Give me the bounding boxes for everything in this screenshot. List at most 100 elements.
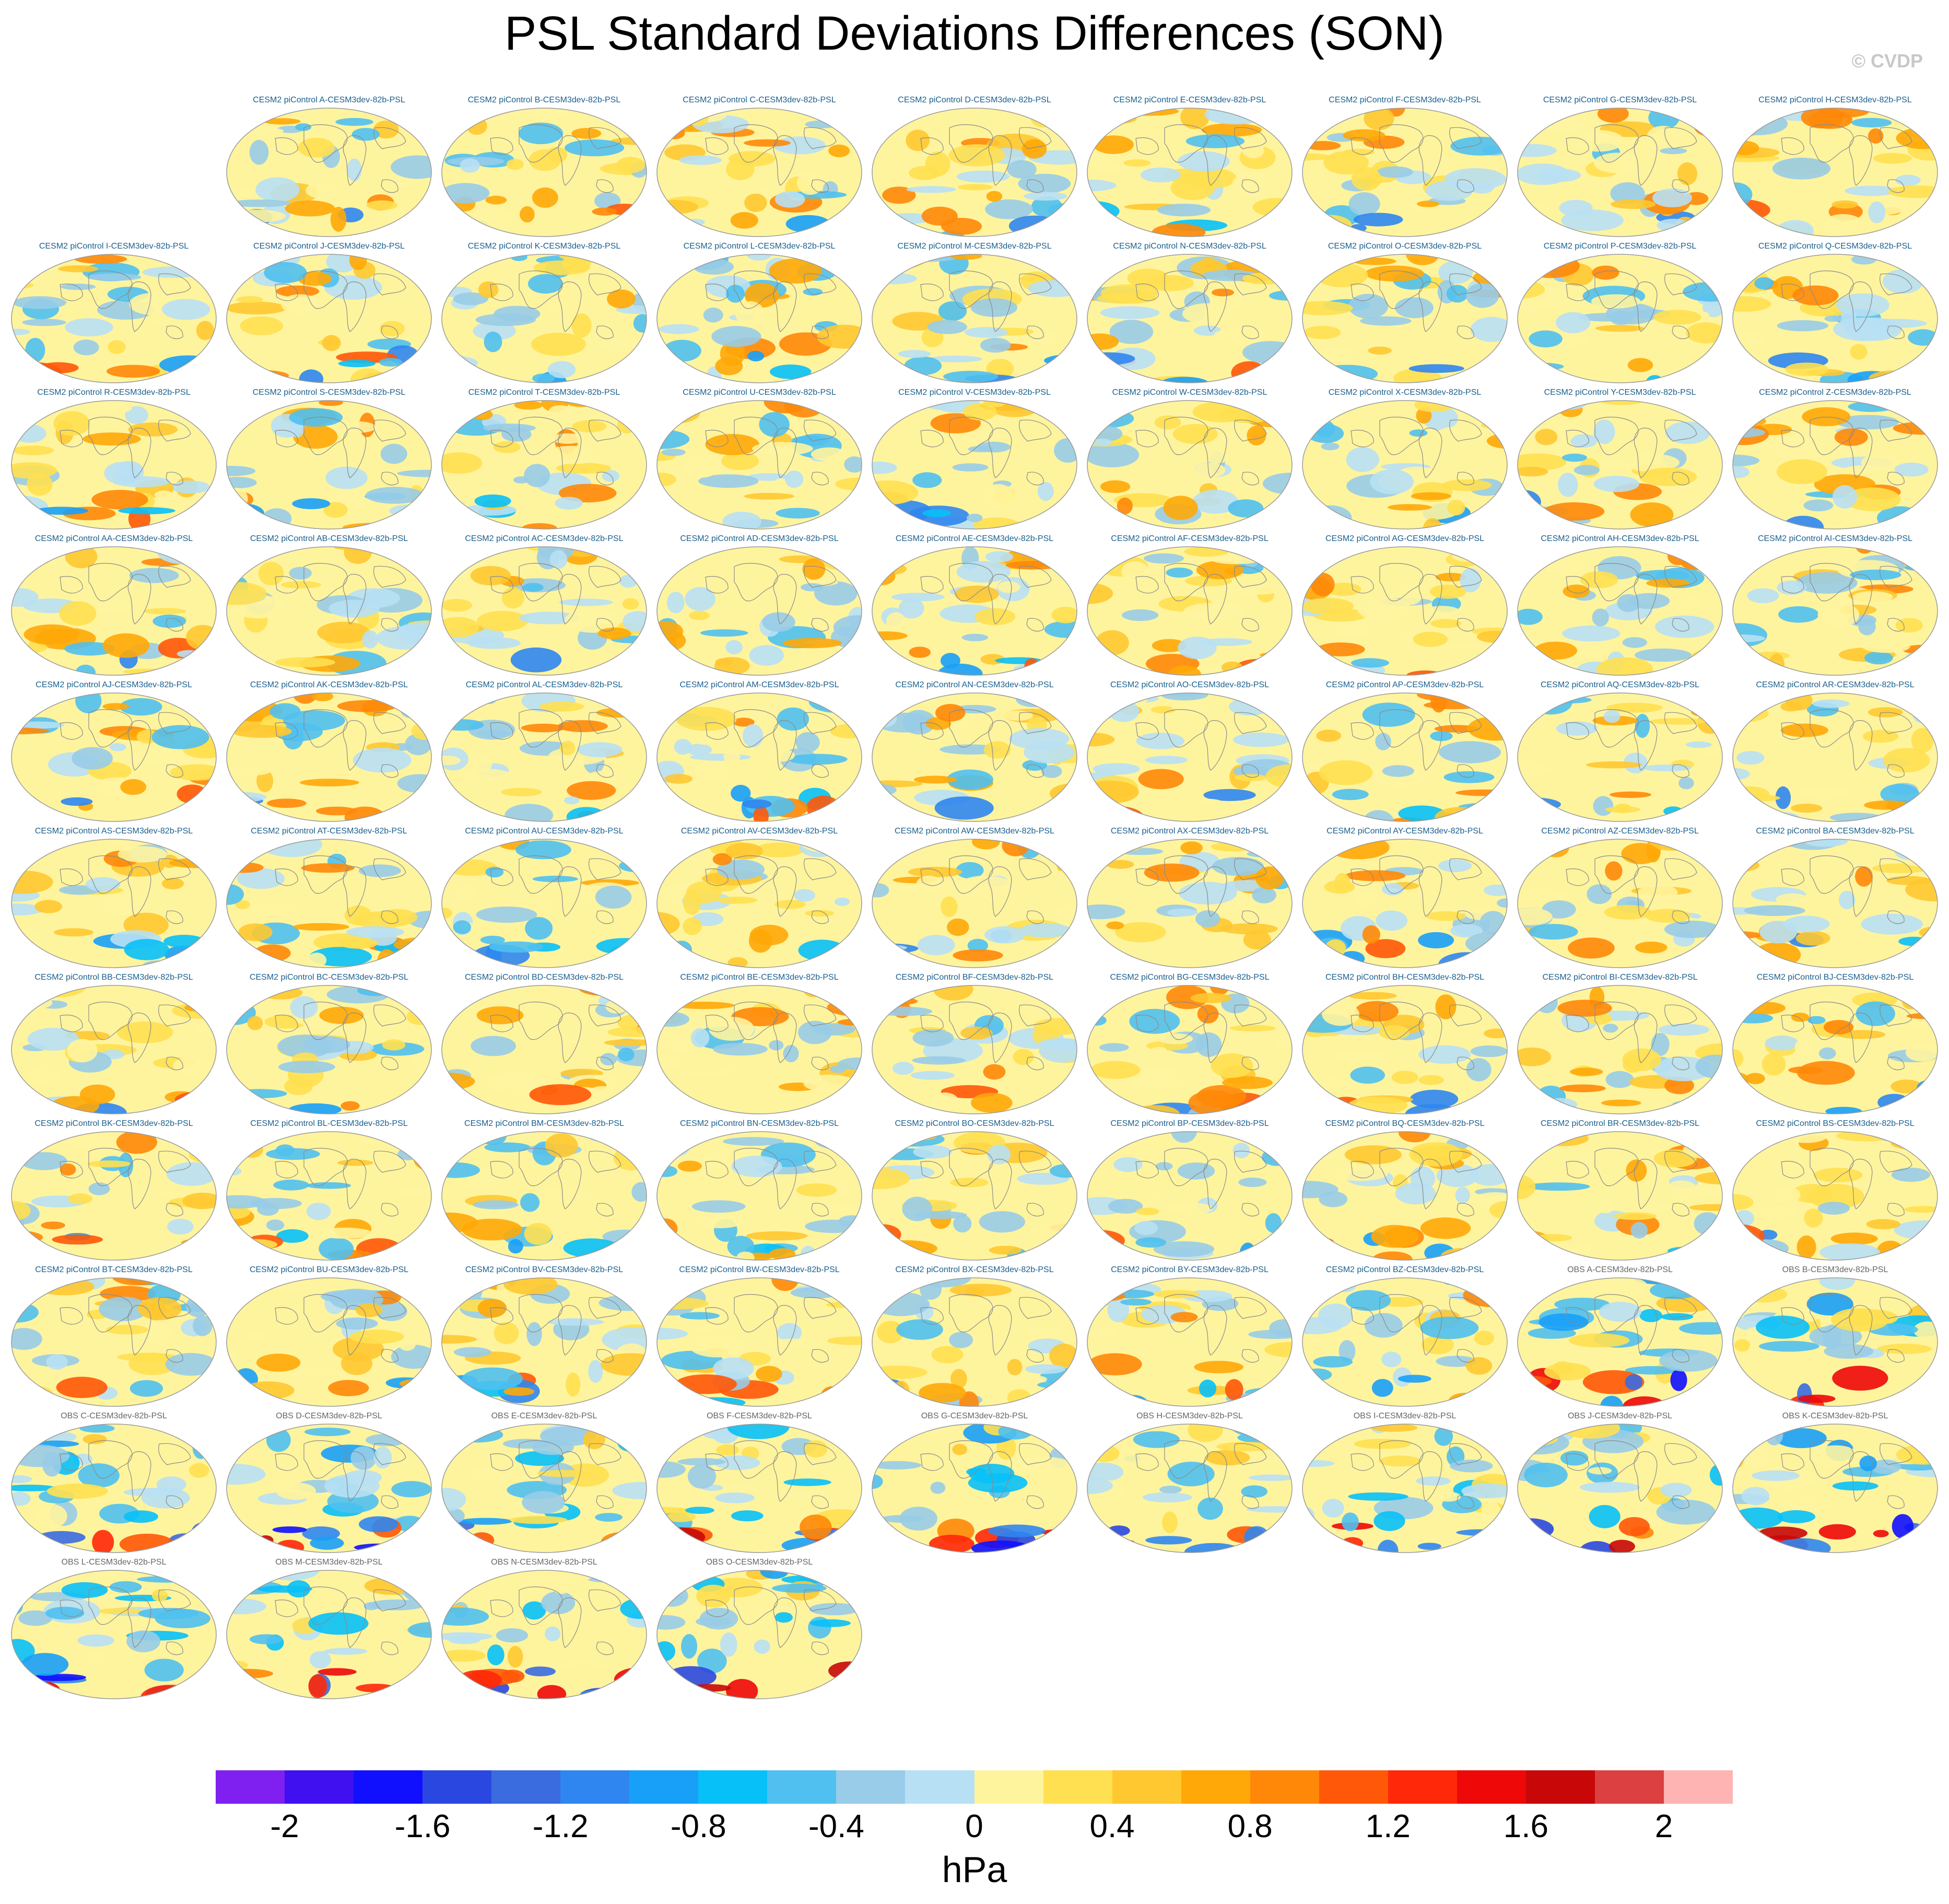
field-contour-blob — [344, 547, 372, 564]
field-contour-blob — [1099, 1043, 1129, 1052]
field-contour-blob — [232, 186, 255, 197]
field-contour-blob — [657, 1031, 694, 1054]
coastline — [1664, 1443, 1697, 1465]
field-contour-blob — [1409, 1142, 1463, 1167]
field-contour-blob — [744, 193, 767, 212]
field-contour-blob — [161, 877, 184, 890]
field-contour-blob — [730, 212, 758, 229]
field-contour-blob — [892, 1062, 914, 1075]
map-panel: CESM2 piControl AJ-CESM3dev-82b-PSL — [6, 680, 221, 827]
field-contour-blob — [119, 698, 162, 716]
panel-title: CESM2 piControl BJ-CESM3dev-82b-PSL — [1756, 973, 1914, 982]
field-contour-blob — [456, 1670, 502, 1690]
map-panel: CESM2 piControl BI-CESM3dev-82b-PSL — [1512, 973, 1728, 1119]
field-contour-blob — [231, 725, 292, 738]
field-contour-blob — [547, 1318, 605, 1326]
field-contour-blob — [178, 1252, 216, 1260]
map-border — [1517, 1424, 1723, 1553]
field-contour-blob — [1305, 141, 1341, 150]
field-contour-blob — [1424, 606, 1461, 618]
field-contour-blob — [1765, 1036, 1799, 1051]
coastline — [596, 1056, 614, 1071]
map-panel: CESM2 piControl AO-CESM3dev-82b-PSL — [1082, 680, 1297, 827]
field-contour-blob — [1829, 813, 1883, 821]
field-contour-blob — [1862, 730, 1899, 743]
coastline — [589, 1589, 621, 1612]
field-contour-blob — [330, 487, 377, 508]
field-contour-blob — [1911, 728, 1934, 753]
field-contour-blob — [1171, 701, 1218, 713]
map-panel: CESM2 piControl AE-CESM3dev-82b-PSL — [867, 534, 1082, 680]
map-plot — [441, 985, 647, 1114]
field-contour-blob — [404, 1394, 431, 1406]
field-contour-blob — [11, 1132, 37, 1153]
panel-title: CESM2 piControl B-CESM3dev-82b-PSL — [467, 96, 621, 104]
field-contour-blob — [1350, 1066, 1385, 1084]
field-contour-blob — [1450, 924, 1483, 938]
panel-title: CESM2 piControl BZ-CESM3dev-82b-PSL — [1325, 1265, 1484, 1274]
map-panel: CESM2 piControl Z-CESM3dev-82b-PSL — [1728, 388, 1943, 534]
field-contour-blob — [622, 598, 639, 610]
field-contour-blob — [13, 296, 67, 309]
field-contour-blob — [1360, 316, 1412, 326]
panel-title: CESM2 piControl BK-CESM3dev-82b-PSL — [34, 1119, 193, 1128]
field-contour-blob — [165, 1353, 216, 1376]
field-contour-blob — [1348, 192, 1380, 216]
panel-title: CESM2 piControl N-CESM3dev-82b-PSL — [1113, 242, 1266, 251]
field-contour-blob — [130, 1380, 163, 1397]
coastline — [1203, 866, 1227, 917]
coastline — [1234, 858, 1267, 880]
field-contour-blob — [1622, 453, 1680, 472]
field-contour-blob — [1845, 185, 1898, 196]
map-plot — [1732, 839, 1938, 968]
coastline — [988, 1013, 1012, 1063]
field-contour-blob — [1670, 402, 1700, 409]
map-plot — [441, 254, 647, 383]
coastline — [1351, 430, 1374, 448]
field-contour-blob — [1036, 1132, 1077, 1150]
field-contour-blob — [809, 1603, 859, 1616]
field-contour-blob — [633, 314, 647, 333]
field-contour-blob — [527, 274, 563, 294]
map-plot — [656, 1424, 862, 1553]
field-contour-blob — [1824, 1344, 1874, 1359]
field-contour-blob — [359, 1516, 398, 1533]
field-contour-blob — [227, 807, 243, 815]
field-contour-blob — [748, 929, 772, 953]
panel-title: CESM2 piControl AZ-CESM3dev-82b-PSL — [1541, 827, 1699, 836]
panel-title: CESM2 piControl BY-CESM3dev-82b-PSL — [1111, 1265, 1269, 1274]
coastline — [1457, 618, 1474, 632]
coastline — [1810, 709, 1854, 748]
field-contour-blob — [1261, 1535, 1285, 1553]
field-contour-blob — [1646, 578, 1690, 588]
map-plot — [1732, 400, 1938, 530]
field-contour-blob — [1622, 1048, 1661, 1071]
watermark: © CVDP — [1851, 50, 1923, 72]
field-contour-blob — [970, 298, 1018, 317]
field-contour-blob — [476, 907, 537, 923]
map-panel: CESM2 piControl BQ-CESM3dev-82b-PSL — [1297, 1119, 1512, 1265]
field-contour-blob — [1313, 1356, 1353, 1368]
coastline — [490, 430, 513, 448]
field-contour-blob — [588, 1132, 629, 1143]
coastline — [127, 720, 151, 771]
map-plot — [11, 985, 217, 1114]
colorbar-swatch — [1388, 1770, 1457, 1804]
field-contour-blob — [1091, 426, 1123, 442]
field-contour-blob — [980, 337, 1011, 353]
field-contour-blob — [1230, 1025, 1276, 1031]
field-contour-blob — [1087, 1248, 1120, 1260]
field-contour-blob — [1673, 954, 1698, 964]
field-contour-blob — [847, 1517, 862, 1542]
coastline — [519, 1440, 563, 1479]
field-contour-blob — [1775, 1428, 1827, 1449]
map-plot — [1302, 1277, 1508, 1407]
coastline — [734, 417, 778, 455]
field-contour-blob — [1762, 1053, 1786, 1076]
field-contour-blob — [634, 1441, 647, 1453]
field-contour-blob — [1343, 129, 1386, 142]
field-contour-blob — [269, 703, 301, 720]
coastline — [949, 1294, 993, 1333]
panel-title: CESM2 piControl AH-CESM3dev-82b-PSL — [1541, 534, 1699, 543]
map-plot — [872, 1424, 1077, 1553]
